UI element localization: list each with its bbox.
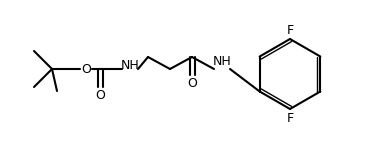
Text: NH: NH — [121, 59, 139, 71]
Text: F: F — [286, 112, 294, 125]
Text: O: O — [81, 62, 91, 76]
Text: F: F — [286, 24, 294, 36]
Text: O: O — [95, 88, 105, 101]
Text: O: O — [187, 76, 197, 90]
Text: NH: NH — [213, 55, 231, 67]
